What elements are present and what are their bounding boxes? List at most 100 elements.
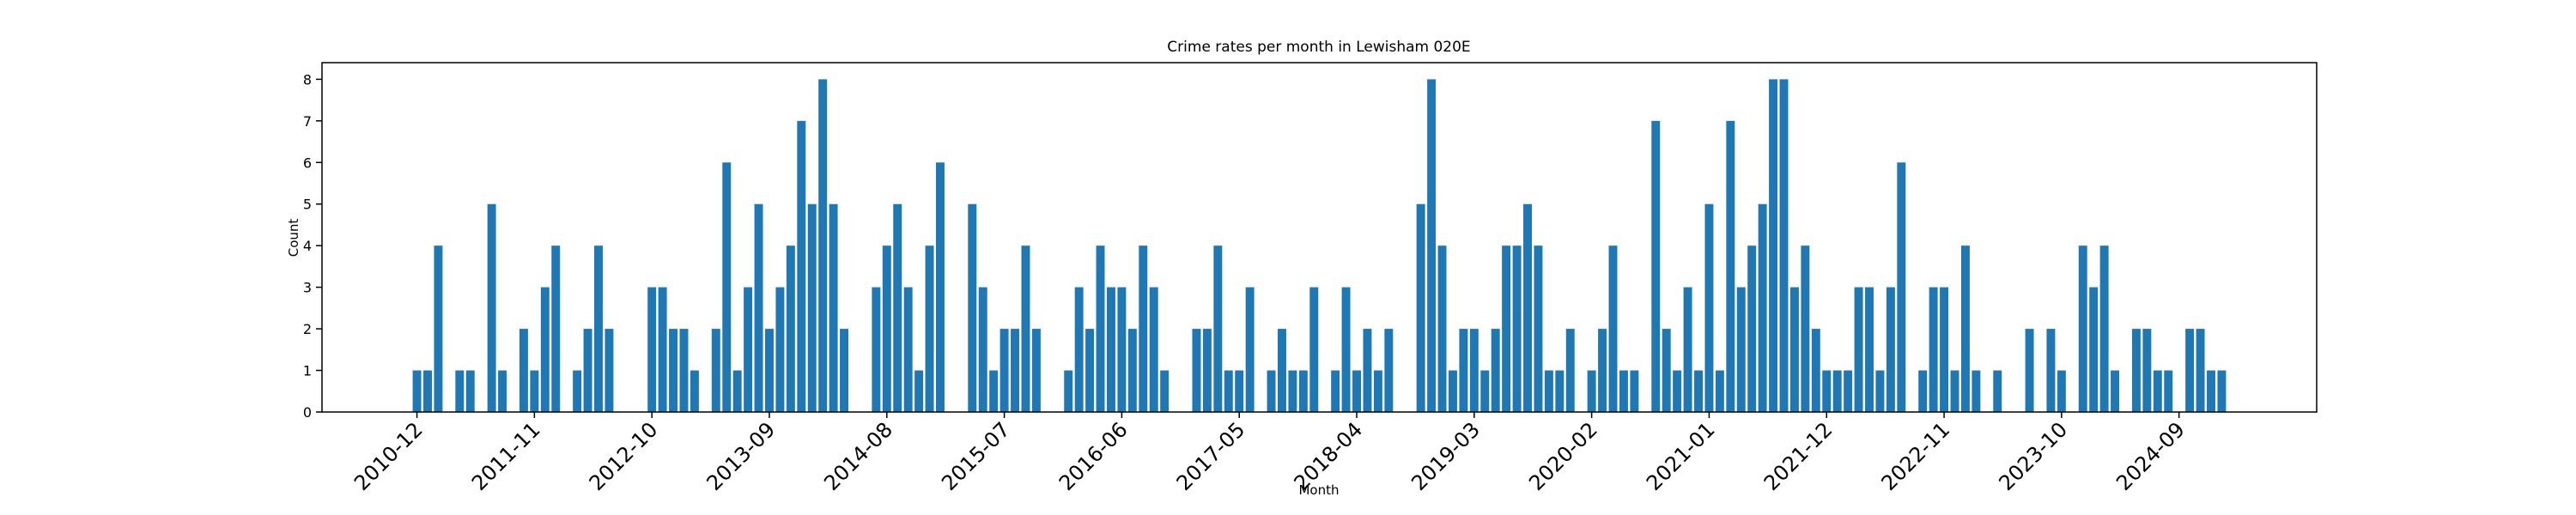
bar — [679, 329, 689, 412]
x-tick-label: 2015-07 — [937, 417, 1015, 495]
bar — [540, 287, 550, 412]
bar — [412, 370, 422, 412]
x-tick-label: 2017-05 — [1172, 417, 1250, 495]
bar — [872, 287, 881, 412]
bar — [1822, 370, 1832, 412]
bar — [1459, 329, 1468, 412]
bar — [1608, 245, 1618, 412]
bar — [2153, 370, 2162, 412]
bar — [1437, 245, 1447, 412]
bar — [498, 370, 507, 412]
bar — [1683, 287, 1692, 412]
bar — [1277, 329, 1286, 412]
x-tick-label: 2023-10 — [1994, 417, 2072, 495]
bar — [423, 370, 432, 412]
bar — [1811, 329, 1820, 412]
bar — [2207, 370, 2215, 412]
bar — [1011, 329, 1020, 412]
bar — [530, 370, 539, 412]
y-tick-label: 0 — [303, 404, 312, 421]
bar — [1534, 245, 1543, 412]
bar — [1512, 245, 1522, 412]
bar — [690, 370, 699, 412]
bar — [1598, 329, 1607, 412]
bar — [519, 329, 528, 412]
bar — [1107, 287, 1115, 412]
bar — [893, 203, 902, 412]
bar — [1544, 370, 1553, 412]
bar — [1021, 245, 1030, 412]
bar — [1096, 245, 1105, 412]
y-tick-label: 2 — [303, 321, 312, 337]
y-axis-label: Count — [286, 219, 301, 258]
bar — [1865, 287, 1874, 412]
bar — [722, 162, 732, 413]
x-tick-label: 2011-11 — [467, 417, 545, 495]
y-tick-label: 8 — [303, 71, 312, 88]
bar — [1918, 370, 1928, 412]
bar — [1202, 329, 1212, 412]
bar — [2164, 370, 2173, 412]
bar — [1758, 203, 1767, 412]
bar — [605, 329, 614, 412]
bar — [1288, 370, 1297, 412]
bar — [968, 203, 977, 412]
bar — [1769, 79, 1778, 412]
bar — [1960, 245, 1970, 412]
bar — [732, 370, 742, 412]
bar — [2185, 329, 2195, 412]
bar — [1875, 370, 1885, 412]
bar — [658, 287, 667, 412]
bar — [1491, 329, 1500, 412]
x-tick-label: 2019-03 — [1406, 417, 1485, 495]
x-tick-label: 2013-09 — [702, 417, 781, 495]
bar — [1064, 370, 1073, 412]
bar — [1704, 203, 1714, 412]
bar — [669, 329, 678, 412]
bar — [455, 370, 465, 412]
bar — [786, 245, 795, 412]
bar — [2131, 329, 2141, 412]
bar — [2078, 245, 2087, 412]
y-tick-label: 6 — [303, 154, 312, 171]
bar — [1149, 287, 1158, 412]
bar — [1897, 162, 1906, 413]
bar — [744, 287, 753, 412]
bar — [1331, 370, 1340, 412]
bar — [1801, 245, 1810, 412]
bar — [1565, 329, 1575, 412]
bar — [914, 370, 924, 412]
bar — [1427, 79, 1437, 412]
bar — [573, 370, 582, 412]
bar — [989, 370, 999, 412]
bar — [1630, 370, 1639, 412]
y-tick-label: 3 — [303, 280, 312, 296]
bar — [551, 245, 561, 412]
bar — [1662, 329, 1671, 412]
bar — [1192, 329, 1201, 412]
bar — [999, 329, 1009, 412]
bar — [1502, 245, 1511, 412]
bar — [1416, 203, 1425, 412]
bar — [829, 203, 838, 412]
bar — [1993, 370, 2002, 412]
bar — [2089, 287, 2099, 412]
bar — [1235, 370, 1244, 412]
bar — [1480, 370, 1490, 412]
bar — [594, 245, 603, 412]
bar — [1747, 245, 1757, 412]
bar — [1469, 329, 1479, 412]
bar — [647, 287, 657, 412]
bar — [1523, 203, 1532, 412]
bar — [936, 162, 945, 413]
bar — [1736, 287, 1746, 412]
bar — [1341, 287, 1351, 412]
x-tick-label: 2012-10 — [585, 417, 663, 495]
x-tick-label: 2024-09 — [2111, 417, 2190, 495]
bar — [1726, 120, 1735, 413]
bar — [903, 287, 913, 412]
bar — [2217, 370, 2227, 412]
bar — [1127, 329, 1137, 412]
bar — [1929, 287, 1938, 412]
